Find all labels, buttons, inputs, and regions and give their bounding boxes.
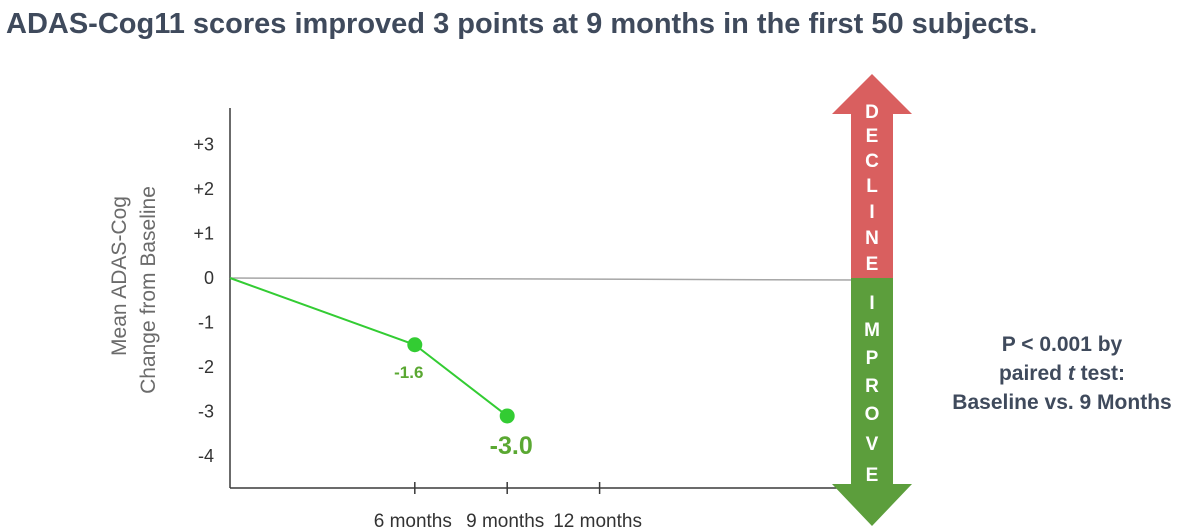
improve-letter: I xyxy=(869,293,874,314)
p-value-line2-post: test: xyxy=(1074,362,1126,385)
p-value-note: P < 0.001 by paired t test: Baseline vs.… xyxy=(924,330,1186,417)
x-tick-label: 6 months xyxy=(374,511,452,532)
y-axis-label-line1: Mean ADAS-Cog xyxy=(108,196,131,356)
axes xyxy=(229,108,875,489)
chart-title: ADAS-Cog11 scores improved 3 points at 9… xyxy=(6,8,1038,40)
improve-letter: O xyxy=(865,404,880,425)
y-axis-label: Mean ADAS-Cog Change from Baseline xyxy=(108,186,160,394)
y-tick-label: -2 xyxy=(198,357,214,377)
improve-letter: M xyxy=(864,320,880,341)
p-value-line2-pre: paired xyxy=(998,362,1068,385)
decline-letter: L xyxy=(866,176,878,197)
y-tick-label: +2 xyxy=(193,179,214,199)
decline-letter: D xyxy=(865,102,879,123)
decline-letter: E xyxy=(866,254,879,275)
x-tick-label: 12 months xyxy=(553,511,642,532)
y-axis-label-line2: Change from Baseline xyxy=(137,186,160,394)
y-tick-label: -4 xyxy=(198,446,214,466)
improve-letter: V xyxy=(866,434,879,455)
data-label: -3.0 xyxy=(490,432,533,460)
decline-arrow xyxy=(832,74,912,278)
y-tick-label: -1 xyxy=(198,313,214,333)
improve-letter: E xyxy=(866,465,879,486)
decline-letter: E xyxy=(866,126,879,147)
data-label: -1.6 xyxy=(394,363,423,382)
data-point xyxy=(499,408,515,424)
y-tick-labels: +3 +2 +1 0 -1 -2 -3 -4 xyxy=(193,135,214,467)
y-tick-label: -3 xyxy=(198,402,214,422)
p-value-line3: Baseline vs. 9 Months xyxy=(952,391,1172,414)
y-tick-label: +3 xyxy=(193,135,214,155)
p-value-t-italic: t xyxy=(1067,362,1075,385)
decline-letter: I xyxy=(869,202,874,223)
data-point xyxy=(407,337,423,353)
x-tick-label: 9 months xyxy=(466,511,544,532)
data-series: -1.6 -3.0 xyxy=(229,277,533,460)
decline-letter: C xyxy=(865,151,879,172)
y-tick-label: 0 xyxy=(204,268,214,288)
p-value-line2: paired t test: xyxy=(924,359,1186,388)
zero-reference-line xyxy=(229,277,861,281)
improve-arrow xyxy=(832,278,912,526)
p-value-line1: P < 0.001 by xyxy=(1001,333,1123,356)
x-ticks: 6 months 9 months 12 months xyxy=(374,482,642,532)
improve-letter: R xyxy=(865,376,879,397)
series-line xyxy=(229,277,508,417)
decline-letter: N xyxy=(865,228,879,249)
improve-letter: P xyxy=(866,348,879,369)
y-tick-label: +1 xyxy=(193,224,214,244)
